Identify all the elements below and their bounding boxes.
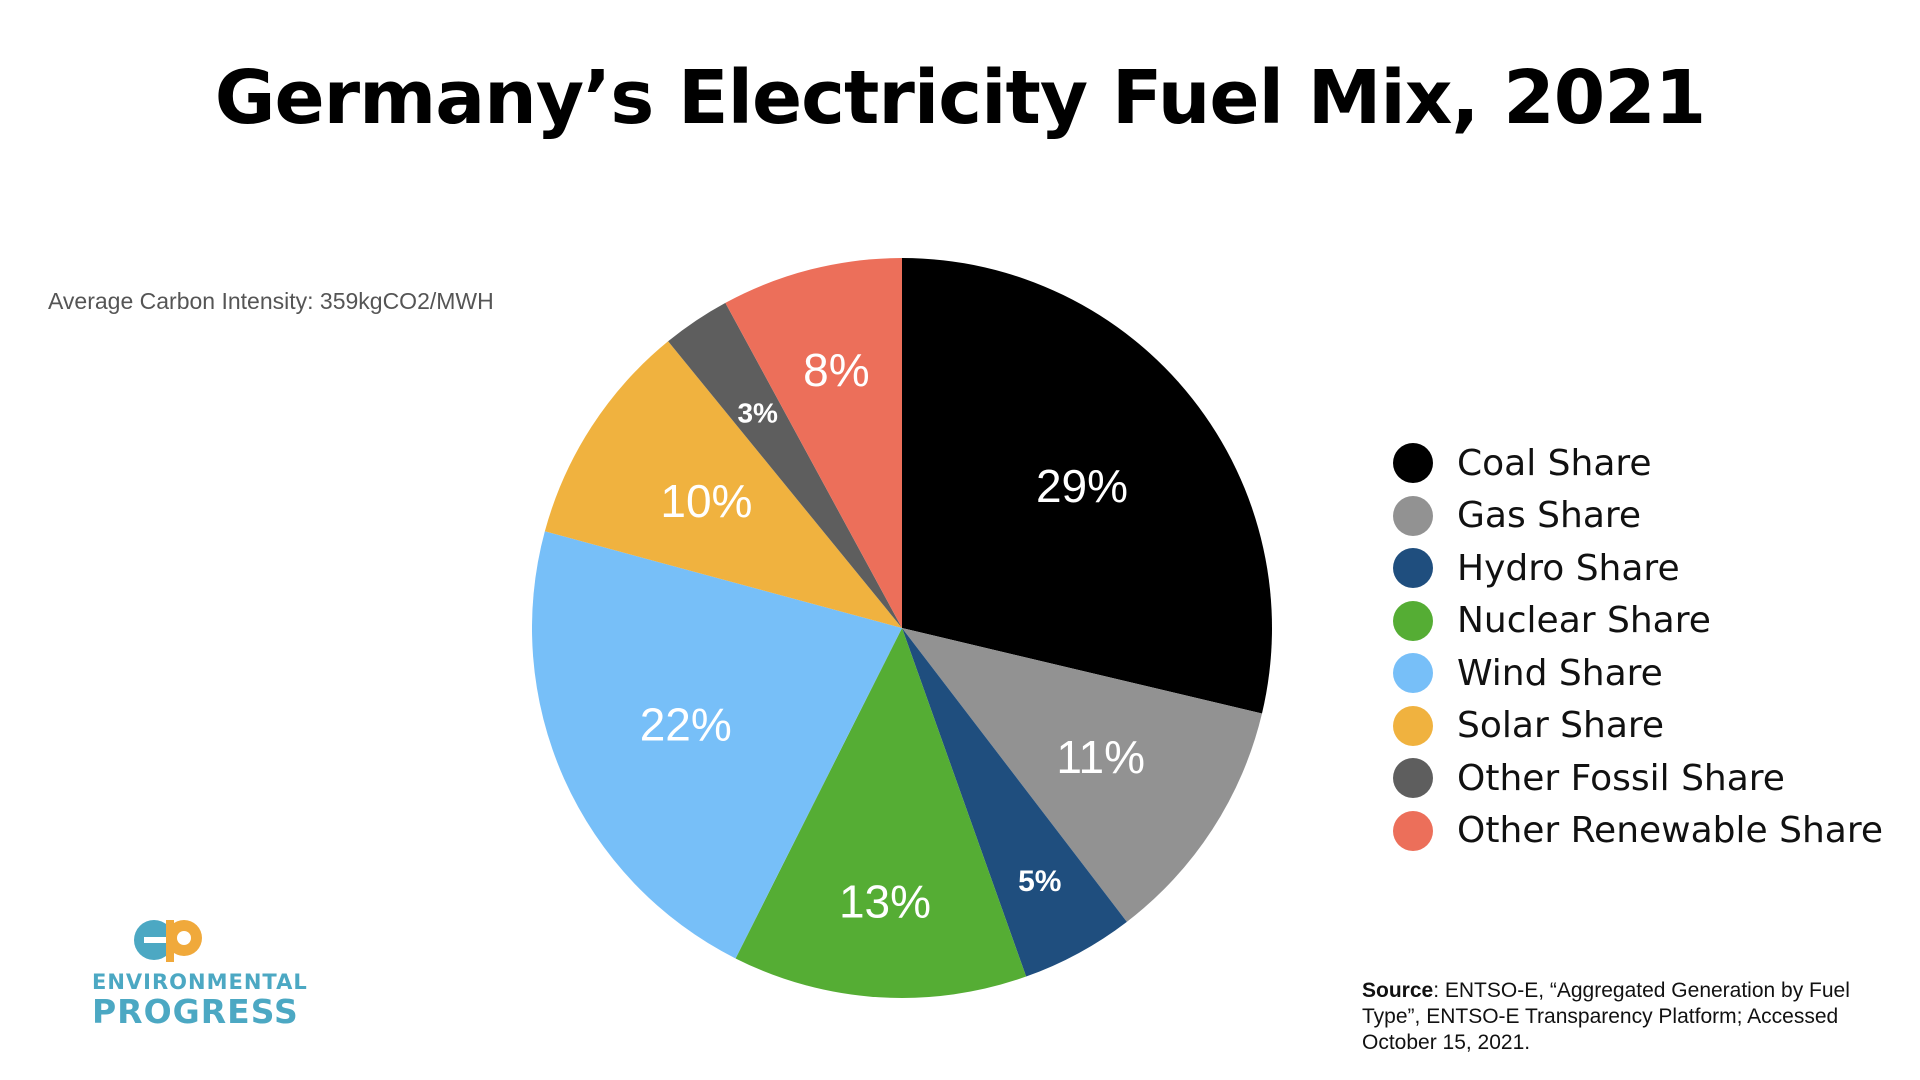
source-text: : ENTSO-E, “Aggregated Generation by Fue… (1362, 979, 1850, 1054)
legend-label-gas-share: Gas Share (1457, 495, 1642, 537)
legend-swatch-nuclear-share (1393, 600, 1433, 641)
legend-item-gas-share: Gas Share (1393, 490, 1883, 543)
legend-item-other-renewable-share: Other Renewable Share (1393, 805, 1883, 858)
legend-label-wind-share: Wind Share (1457, 652, 1663, 694)
pie-label-gas-share: 11% (1056, 731, 1145, 783)
pie-label-hydro-share: 5% (1018, 865, 1061, 898)
legend-item-solar-share: Solar Share (1393, 700, 1883, 753)
pie-label-other-renewable-share: 8% (803, 344, 869, 396)
pie-slice-nuclear-share (735, 628, 1027, 999)
legend-swatch-gas-share (1393, 495, 1433, 536)
legend-swatch-wind-share (1393, 653, 1433, 694)
pie-label-solar-share: 10% (660, 475, 752, 527)
logo-text-line1: ENVIRONMENTAL (92, 970, 308, 994)
legend-label-other-fossil-share: Other Fossil Share (1457, 757, 1785, 799)
legend-label-other-renewable-share: Other Renewable Share (1457, 810, 1884, 852)
legend-item-other-fossil-share: Other Fossil Share (1393, 752, 1883, 805)
legend-swatch-other-renewable-share (1393, 810, 1433, 851)
legend-label-solar-share: Solar Share (1457, 705, 1665, 747)
logo-text-line2: PROGRESS (92, 992, 299, 1031)
legend-label-coal-share: Coal Share (1457, 442, 1652, 484)
pie-slice-solar-share (544, 341, 902, 628)
legend-label-nuclear-share: Nuclear Share (1457, 600, 1711, 642)
pie-label-coal-share: 29% (1036, 460, 1128, 512)
legend-swatch-coal-share (1393, 443, 1433, 484)
carbon-intensity-note: Average Carbon Intensity: 359kgCO2/MWH (48, 288, 494, 314)
legend-item-coal-share: Coal Share (1393, 437, 1883, 490)
legend-swatch-solar-share (1393, 705, 1433, 746)
source-note: Source: ENTSO-E, “Aggregated Generation … (1362, 978, 1902, 1056)
pie-label-other-fossil-share: 3% (737, 397, 778, 428)
ep-logo-icon (132, 918, 208, 962)
pie-slice-other-renewable-share (725, 258, 902, 628)
pie-slice-gas-share (902, 628, 1262, 922)
chart-legend: Coal Share Gas Share Hydro Share Nuclear Sh… (1393, 437, 1883, 857)
legend-swatch-other-fossil-share (1393, 758, 1433, 799)
source-label: Source (1362, 979, 1434, 1002)
pie-label-wind-share: 22% (640, 699, 732, 751)
pie-slice-coal-share (902, 258, 1272, 714)
pie-slice-other-fossil-share (668, 302, 902, 628)
legend-label-hydro-share: Hydro Share (1457, 547, 1680, 589)
legend-item-hydro-share: Hydro Share (1393, 542, 1883, 595)
legend-swatch-hydro-share (1393, 548, 1433, 589)
legend-item-nuclear-share: Nuclear Share (1393, 595, 1883, 648)
environmental-progress-logo: ENVIRONMENTAL PROGRESS (92, 918, 308, 1031)
pie-slice-hydro-share (902, 628, 1127, 977)
legend-item-wind-share: Wind Share (1393, 647, 1883, 700)
pie-label-nuclear-share: 13% (839, 875, 931, 927)
chart-title: Germany’s Electricity Fuel Mix, 2021 (214, 55, 1707, 141)
pie-slice-wind-share (532, 531, 902, 959)
